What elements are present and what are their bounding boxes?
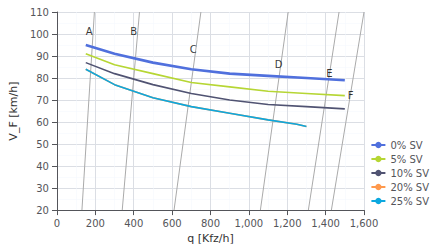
svg-text:20: 20	[36, 205, 49, 216]
svg-text:1,000: 1,000	[235, 218, 264, 229]
svg-text:30: 30	[36, 183, 49, 194]
svg-text:D: D	[275, 59, 283, 70]
svg-text:1,400: 1,400	[311, 218, 340, 229]
svg-text:0: 0	[54, 218, 60, 229]
svg-text:600: 600	[163, 218, 182, 229]
svg-text:80: 80	[36, 73, 49, 84]
svg-text:C: C	[190, 44, 197, 55]
svg-text:400: 400	[124, 218, 143, 229]
svg-text:70: 70	[36, 95, 49, 106]
svg-text:1,600: 1,600	[350, 218, 379, 229]
svg-text:F: F	[348, 90, 354, 101]
svg-text:A: A	[86, 26, 93, 37]
svg-text:90: 90	[36, 51, 49, 62]
svg-text:50: 50	[36, 139, 49, 150]
svg-text:60: 60	[36, 117, 49, 128]
svg-text:110: 110	[30, 7, 49, 18]
svg-text:1,200: 1,200	[273, 218, 302, 229]
svg-text:800: 800	[201, 218, 220, 229]
svg-text:0% SV: 0% SV	[390, 140, 422, 151]
svg-text:E: E	[326, 68, 332, 79]
svg-text:20% SV: 20% SV	[390, 182, 429, 193]
svg-text:200: 200	[86, 218, 105, 229]
svg-text:B: B	[130, 26, 137, 37]
svg-text:q [Kfz/h]: q [Kfz/h]	[187, 232, 234, 245]
svg-text:10% SV: 10% SV	[390, 168, 429, 179]
svg-text:25% SV: 25% SV	[390, 196, 429, 207]
svg-text:40: 40	[36, 161, 49, 172]
svg-text:5% SV: 5% SV	[390, 154, 422, 165]
svg-text:100: 100	[30, 29, 49, 40]
svg-text:V_F [km/h]: V_F [km/h]	[7, 81, 20, 140]
